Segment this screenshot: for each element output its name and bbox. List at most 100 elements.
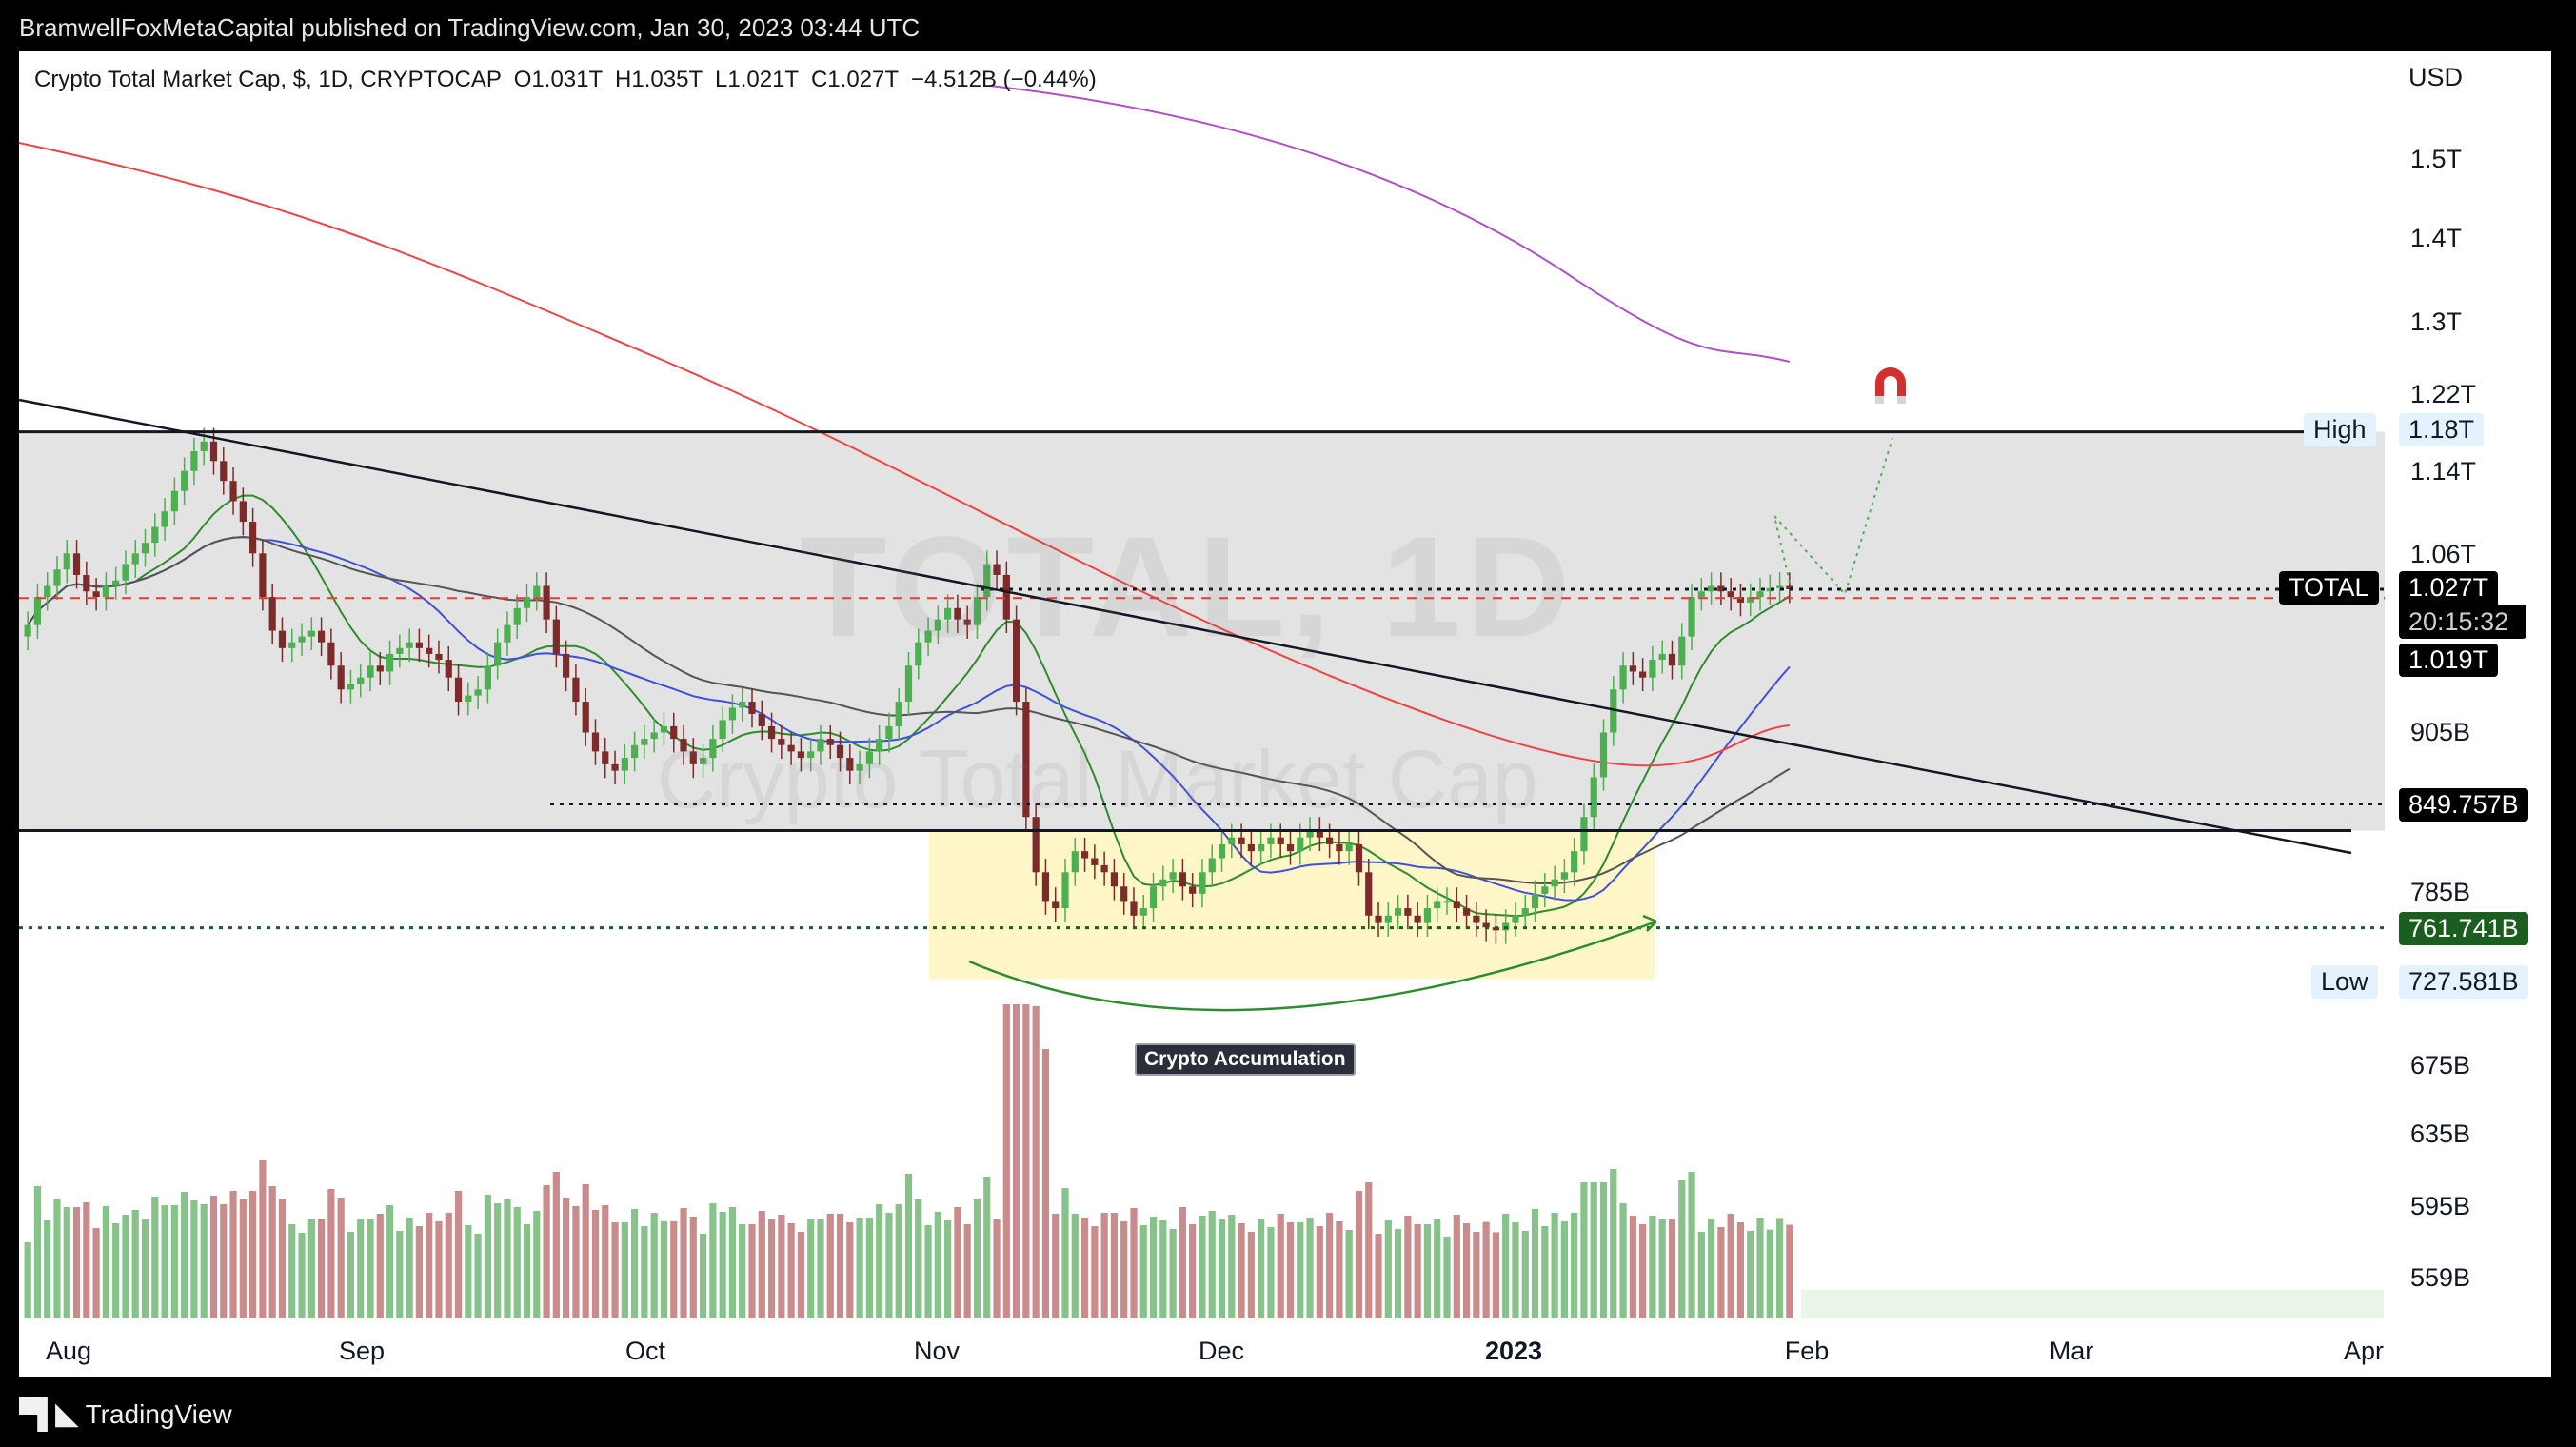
volume-bar: [641, 1226, 648, 1318]
candle-body: [426, 647, 433, 654]
volume-bar: [1218, 1219, 1226, 1318]
chart-background-layer: [19, 431, 2385, 1318]
volume-bar: [465, 1225, 472, 1318]
accumulation-level-tag: 761.741B: [2399, 912, 2528, 945]
volume-bar: [1619, 1203, 1627, 1318]
volume-bar: [983, 1177, 991, 1318]
volume-bar: [445, 1213, 452, 1318]
volume-bar: [1052, 1214, 1060, 1318]
y-tick-label: 559B: [2410, 1263, 2471, 1292]
volume-bar: [1238, 1223, 1245, 1318]
candle-body: [220, 461, 228, 482]
candle-body: [239, 501, 247, 523]
candle-body: [846, 758, 854, 771]
publish-credit: BramwellFoxMetaCapital published on Trad…: [19, 13, 921, 42]
candle-body: [268, 597, 276, 631]
candle-body: [1551, 879, 1558, 887]
candle-body: [1473, 915, 1480, 923]
drawing-tools: [18, 398, 2385, 1012]
candle-body: [993, 564, 1001, 575]
candle-body: [504, 624, 511, 643]
candle-body: [1599, 732, 1608, 778]
candle-body: [1130, 901, 1138, 916]
candle-body: [1404, 908, 1412, 916]
volume-bar: [1629, 1216, 1636, 1318]
volume-bar: [591, 1210, 600, 1318]
volume-bar: [876, 1204, 883, 1318]
volume-bar: [1423, 1224, 1432, 1318]
volume-bar: [1688, 1172, 1695, 1318]
candle-body: [1365, 872, 1373, 916]
candle-body: [778, 739, 785, 745]
volume-bar: [1649, 1216, 1656, 1318]
candle-body: [131, 553, 139, 565]
volume-bar: [239, 1199, 247, 1318]
volume-bar: [161, 1205, 168, 1318]
volume-bar: [1297, 1222, 1304, 1318]
volume-bar: [1032, 1006, 1040, 1318]
candle-body: [200, 441, 208, 451]
candle-body: [1580, 817, 1588, 852]
volume-bar: [699, 1234, 707, 1318]
candle-body: [748, 702, 756, 714]
footer-bar: [0, 1377, 2576, 1447]
candle-body: [1678, 636, 1686, 666]
y-tick-label: 675B: [2410, 1051, 2471, 1080]
candle-body: [1022, 702, 1030, 818]
volume-bar: [1316, 1226, 1323, 1318]
volume-bar: [513, 1207, 521, 1318]
candle-body: [1208, 858, 1216, 873]
volume-bar: [533, 1211, 541, 1318]
volume-bar: [1580, 1182, 1588, 1318]
volume-bars: [24, 1004, 1793, 1318]
candle-body: [367, 665, 374, 678]
volume-bar: [1199, 1216, 1206, 1318]
accumulation-annotation[interactable]: Crypto Accumulation: [1135, 1043, 1356, 1076]
volume-bar: [1462, 1223, 1471, 1318]
currency-label[interactable]: USD: [2408, 63, 2464, 91]
candle-body: [484, 665, 491, 690]
volume-bar: [1717, 1227, 1725, 1318]
candle-body: [1629, 665, 1636, 672]
candle-body: [83, 574, 90, 592]
low-value-tag: 727.581B: [2399, 965, 2528, 999]
candle-body: [112, 580, 120, 586]
candle-body: [1658, 653, 1666, 661]
y-tick-label: 635B: [2410, 1120, 2471, 1148]
candle-body: [513, 607, 521, 625]
chart-legend[interactable]: Crypto Total Market Cap, $, 1D, CRYPTOCA…: [34, 67, 1097, 93]
candle-body: [161, 511, 168, 527]
volume-bar: [170, 1205, 178, 1318]
candle-body: [92, 591, 100, 598]
volume-bar: [72, 1207, 81, 1318]
candle-body: [1649, 660, 1656, 678]
volume-bar: [181, 1192, 188, 1318]
ma-blue-line: [27, 536, 1791, 902]
volume-bar: [1365, 1182, 1373, 1318]
x-tick-label: Dec: [1198, 1337, 1245, 1365]
volume-bar: [337, 1198, 345, 1318]
watermark-name: Crypto Total Market Cap: [657, 734, 1538, 825]
volume-bar: [44, 1220, 51, 1318]
candle-body: [1531, 893, 1539, 909]
candle-body: [327, 642, 335, 666]
volume-bar: [778, 1215, 785, 1318]
volume-bar: [1061, 1188, 1069, 1318]
tradingview-logo[interactable]: ▀▌◣ TradingView: [19, 1397, 232, 1431]
volume-bar: [298, 1233, 306, 1318]
tradingview-mark-icon: ▀▌◣: [19, 1398, 78, 1430]
volume-bar: [1639, 1224, 1647, 1318]
candle-body: [1100, 864, 1108, 873]
x-tick-label: Nov: [913, 1337, 961, 1365]
x-tick-label: Apr: [2343, 1337, 2385, 1365]
candle-body: [229, 481, 237, 502]
candle-body: [278, 630, 287, 648]
y-tick-label: 1.3T: [2410, 307, 2463, 336]
y-tick-label: 1.4T: [2410, 224, 2463, 252]
volume-bar: [1502, 1214, 1510, 1318]
volume-bar: [572, 1206, 580, 1318]
x-tick-label: 2023: [1484, 1337, 1543, 1365]
candle-body: [190, 450, 198, 471]
volume-bar: [523, 1224, 531, 1318]
